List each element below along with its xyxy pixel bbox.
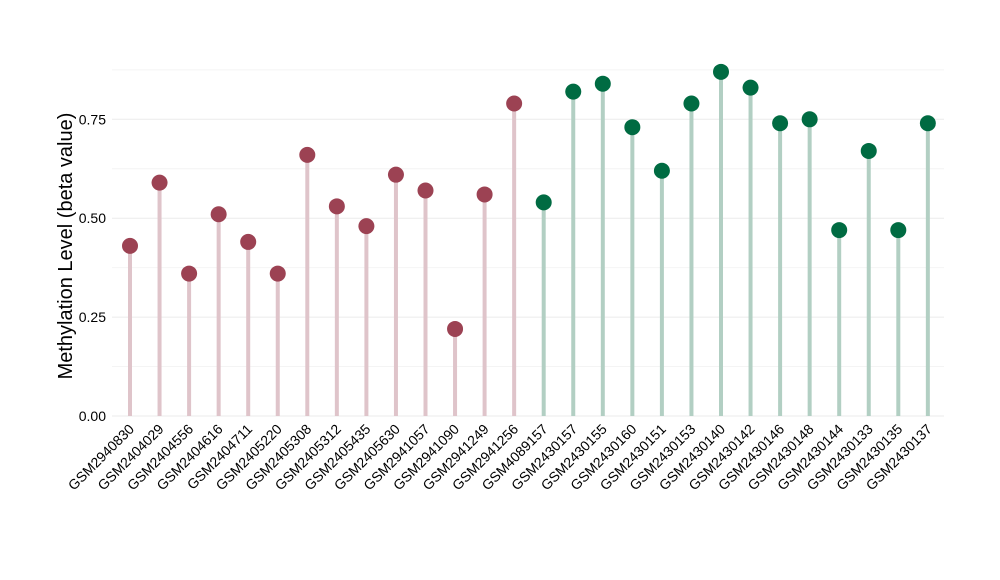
lollipop-point [860, 142, 877, 159]
lollipop-point [240, 233, 257, 250]
lollipop-point [624, 119, 641, 136]
lollipop-point [151, 174, 168, 191]
y-tick-label: 0.75 [79, 111, 106, 127]
lollipop-point [565, 83, 582, 100]
lollipop-point [358, 218, 375, 235]
lollipop-point [299, 146, 316, 163]
lollipop-point [713, 63, 729, 80]
lollipop-point [831, 222, 848, 239]
lollipop-point [122, 237, 138, 254]
lollipop-point [742, 79, 759, 96]
lollipop-point [387, 166, 404, 183]
x-axis-ticks: GSM2940830GSM2404029GSM2404556GSM2404616… [65, 421, 935, 494]
lollipop-point [210, 206, 227, 223]
lollipop-point [535, 194, 552, 211]
lollipop-point [683, 95, 700, 112]
lollipop-point [328, 198, 345, 215]
lollipop-point [653, 162, 670, 179]
lollipop-point [417, 182, 434, 199]
y-tick-label: 0.25 [79, 309, 106, 325]
lollipop-point [447, 320, 464, 337]
lollipop-point [890, 222, 907, 239]
lollipop-point [181, 265, 198, 282]
y-axis-label: Methylation Level (beta value) [55, 113, 77, 380]
lollipop-point [269, 265, 286, 282]
lollipop-point [919, 115, 936, 132]
lollipop-point [506, 95, 523, 112]
grid-layer [112, 69, 944, 417]
lollipop-point [801, 111, 818, 128]
lollipop-point [772, 115, 789, 132]
y-tick-label: 0.50 [79, 210, 106, 226]
lollipop-point [476, 186, 493, 203]
point-layer [122, 63, 936, 337]
stem-layer [128, 71, 930, 416]
lollipop-point [594, 75, 611, 92]
y-axis-ticks: 0.00 0.25 0.50 0.75 [79, 111, 106, 424]
y-tick-label: 0.00 [79, 408, 106, 424]
